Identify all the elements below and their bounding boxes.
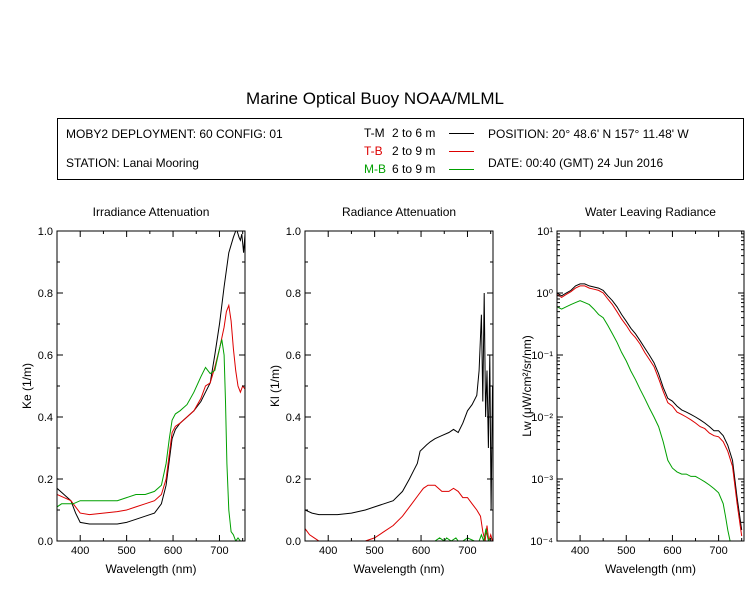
chart-2-xtick-label: 400 — [571, 545, 589, 557]
chart-2-ytick-label: 10⁰ — [536, 288, 553, 300]
position-label: POSITION: 20° 48.6' N 157° 11.48' W — [488, 127, 689, 141]
chart-0-xtick-label: 400 — [71, 545, 89, 557]
chart-2-ylabel: Lw (μW/cm²/sr/nm) — [520, 335, 534, 437]
chart-2-xlabel: Wavelength (nm) — [605, 562, 696, 576]
chart-1-ytick-label: 0.8 — [286, 288, 301, 300]
chart-0-series-t-m — [57, 231, 245, 525]
chart-0-ytick-label: 1.0 — [38, 226, 53, 238]
chart-1-xtick-label: 400 — [319, 545, 337, 557]
chart-0-series-m-b — [57, 339, 243, 541]
chart-0-ytick-label: 0.6 — [38, 350, 53, 362]
legend-line-tb — [449, 151, 474, 152]
chart-2-title: Water Leaving Radiance — [585, 205, 716, 219]
station-label: STATION: Lanai Mooring — [66, 156, 199, 170]
page-title: Marine Optical Buoy NOAA/MLML — [246, 89, 504, 108]
legend-line-tm — [449, 133, 474, 134]
chart-2-frame — [556, 230, 745, 542]
chart-0-ylabel: Ke (1/m) — [20, 363, 34, 409]
chart-0-ytick-label: 0.4 — [38, 412, 53, 424]
chart-0-xtick-label: 500 — [117, 545, 135, 557]
chart-0-series-t-b — [57, 303, 245, 516]
chart-0-ytick-label: 0.8 — [38, 288, 53, 300]
chart-1-ytick-label: 1.0 — [286, 226, 301, 238]
chart-1-ytick-label: 0.2 — [286, 474, 301, 486]
chart-2-ytick-label: 10⁻¹ — [531, 350, 553, 362]
chart-2-ytick-label: 10⁻³ — [531, 474, 553, 486]
chart-0-xtick-label: 700 — [210, 545, 228, 557]
chart-2-ytick-label: 10⁻² — [531, 412, 553, 424]
deployment-label: MOBY2 DEPLOYMENT: 60 CONFIG: 01 — [66, 127, 283, 141]
legend-line-mb — [449, 169, 474, 170]
chart-1-ytick-label: 0.4 — [286, 412, 301, 424]
chart-1-title: Radiance Attenuation — [342, 205, 456, 219]
chart-1-series-t-b — [305, 484, 493, 541]
chart-0-ytick-label: 0.0 — [38, 536, 53, 548]
chart-0-title: Irradiance Attenuation — [93, 205, 210, 219]
chart-0-ytick-label: 0.2 — [38, 474, 53, 486]
chart-1-xlabel: Wavelength (nm) — [354, 562, 445, 576]
chart-1-ylabel: Kl (1/m) — [268, 365, 282, 407]
chart-1-series-t-m — [305, 292, 493, 516]
chart-2-xtick-label: 500 — [617, 545, 635, 557]
legend-code-tm: T-M — [364, 126, 385, 140]
legend-code-tb: T-B — [364, 144, 383, 158]
legend-code-mb: M-B — [364, 162, 386, 176]
info-box: MOBY2 DEPLOYMENT: 60 CONFIG: 01 STATION:… — [57, 118, 744, 180]
legend-range-tb: 2 to 9 m — [392, 144, 436, 158]
chart-2-series-t-b — [557, 285, 743, 537]
chart-0-xlabel: Wavelength (nm) — [106, 562, 197, 576]
chart-1-xtick-label: 500 — [365, 545, 383, 557]
chart-2-series-t-m — [557, 283, 743, 531]
legend-range-mb: 6 to 9 m — [392, 162, 436, 176]
legend-range-tm: 2 to 6 m — [392, 126, 436, 140]
chart-2-ytick-label: 10⁻⁴ — [530, 536, 553, 548]
chart-2-xtick-label: 700 — [709, 545, 727, 557]
chart-0-xtick-label: 600 — [164, 545, 182, 557]
chart-1-xtick-label: 600 — [412, 545, 430, 557]
chart-1-ytick-label: 0.6 — [286, 350, 301, 362]
chart-1-ytick-label: 0.0 — [286, 536, 301, 548]
chart-0-frame — [56, 230, 246, 542]
chart-2-xtick-label: 600 — [663, 545, 681, 557]
date-label: DATE: 00:40 (GMT) 24 Jun 2016 — [488, 156, 664, 170]
chart-2-ytick-label: 10¹ — [537, 226, 553, 238]
chart-2-series-m-b — [557, 300, 731, 541]
chart-1-xtick-label: 700 — [458, 545, 476, 557]
chart-1-series-m-b — [434, 528, 492, 541]
